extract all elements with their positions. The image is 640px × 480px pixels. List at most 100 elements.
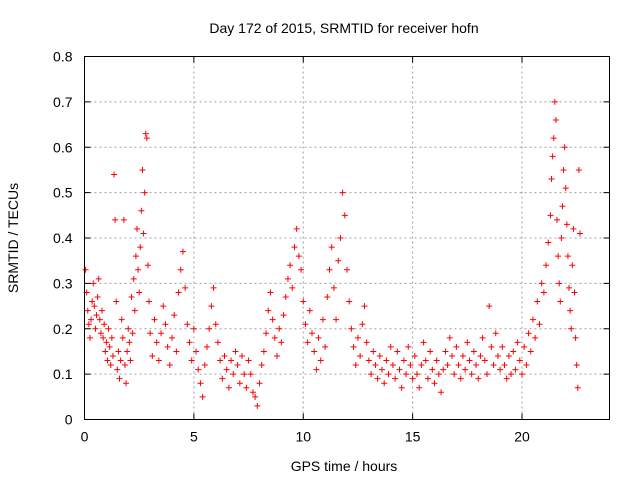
data-point: [552, 117, 559, 124]
data-point: [206, 325, 213, 332]
data-point: [131, 307, 138, 314]
data-point: [89, 298, 96, 305]
data-point: [232, 348, 239, 355]
data-point: [562, 185, 569, 192]
data-point: [190, 325, 197, 332]
data-point: [289, 284, 296, 291]
data-point: [173, 348, 180, 355]
data-point: [302, 321, 309, 328]
data-point: [333, 316, 340, 323]
data-point: [107, 362, 114, 369]
data-point: [501, 362, 508, 369]
data-point: [442, 348, 449, 355]
data-point: [547, 212, 554, 219]
x-tick-label: 5: [190, 429, 198, 445]
data-point: [134, 225, 140, 232]
y-tick-label: 0.5: [53, 185, 73, 201]
x-tick-label: 20: [514, 429, 530, 445]
data-point: [96, 316, 103, 323]
data-point: [102, 348, 109, 355]
data-point: [97, 330, 104, 337]
data-point: [105, 325, 112, 332]
data-point: [477, 352, 484, 359]
data-point: [245, 357, 252, 364]
data-point: [484, 371, 490, 378]
data-point: [128, 293, 135, 300]
data-point: [372, 362, 379, 369]
data-point: [348, 325, 355, 332]
data-point: [494, 352, 501, 359]
data-point: [322, 343, 329, 350]
data-point: [424, 375, 431, 382]
x-tick-label: 15: [405, 429, 421, 445]
data-point: [221, 352, 228, 359]
data-point: [574, 384, 581, 391]
data-point: [115, 348, 122, 355]
data-point: [405, 343, 412, 350]
data-point: [263, 330, 270, 337]
data-point: [139, 166, 146, 173]
data-point: [188, 357, 195, 364]
data-point: [411, 352, 418, 359]
data-point: [113, 298, 120, 305]
data-point: [357, 352, 364, 359]
data-point: [230, 371, 237, 378]
y-tick-label: 0: [65, 412, 73, 428]
data-point: [540, 289, 547, 296]
data-point: [573, 362, 580, 369]
data-point: [521, 343, 528, 350]
data-point: [470, 348, 477, 355]
data-point: [108, 334, 115, 341]
data-point: [346, 298, 353, 305]
data-points: [82, 98, 583, 409]
data-point: [527, 348, 534, 355]
data-point: [100, 334, 107, 341]
data-point: [341, 212, 348, 219]
data-point: [389, 362, 396, 369]
data-point: [328, 244, 335, 251]
data-point: [550, 135, 557, 142]
data-point: [86, 334, 93, 341]
data-point: [457, 375, 464, 382]
data-point: [278, 339, 285, 346]
data-point: [104, 357, 111, 364]
data-point: [144, 262, 151, 269]
data-point: [492, 330, 499, 337]
data-point: [370, 348, 377, 355]
data-point: [561, 144, 568, 151]
data-point: [199, 393, 206, 400]
data-point: [94, 293, 101, 300]
data-point: [93, 312, 100, 319]
data-point: [503, 375, 510, 382]
data-point: [300, 298, 307, 305]
data-point: [267, 289, 274, 296]
data-point: [403, 371, 410, 378]
data-point: [234, 362, 241, 369]
data-point: [112, 216, 119, 223]
data-point: [217, 357, 224, 364]
data-point: [508, 371, 515, 378]
data-point: [258, 362, 265, 369]
data-point: [481, 357, 488, 364]
data-point: [91, 303, 98, 310]
data-point: [247, 371, 254, 378]
data-point: [551, 98, 558, 105]
data-point: [249, 389, 256, 396]
data-point: [282, 293, 289, 300]
data-point: [116, 375, 123, 382]
data-point: [313, 366, 320, 373]
data-point: [420, 339, 427, 346]
data-point: [265, 307, 272, 314]
data-point: [566, 284, 573, 291]
data-point: [103, 339, 110, 346]
data-point: [368, 371, 375, 378]
data-point: [101, 321, 108, 328]
data-point: [271, 334, 278, 341]
data-point: [260, 348, 267, 355]
data-point: [197, 380, 204, 387]
data-point: [387, 343, 394, 350]
data-point: [219, 375, 226, 382]
data-point: [545, 239, 552, 246]
data-point: [557, 298, 564, 305]
data-point: [335, 257, 342, 264]
